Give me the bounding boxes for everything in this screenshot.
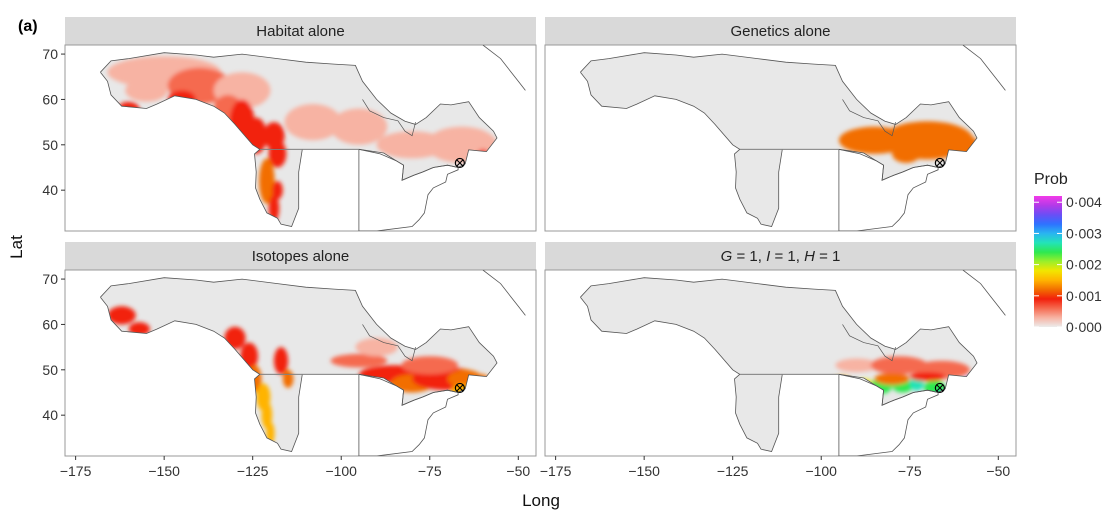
facet-title-part: = 1, [770, 248, 804, 265]
facet-title: G = 1, I = 1, H = 1 [721, 248, 841, 265]
legend-tick-label: 0·002 [1066, 257, 1102, 273]
probability-cell [284, 103, 342, 141]
facet-panel: G = 1, I = 1, H = 1 [544, 242, 1017, 457]
facet-title-part: Isotopes alone [252, 248, 350, 265]
coastline [254, 148, 303, 227]
legend: Prob 0·004 0·003 0·002 0·001 0·000 [1034, 171, 1102, 335]
coastline [734, 148, 783, 227]
x-tick-label: −75 [418, 463, 442, 479]
coastline [580, 277, 978, 406]
probability-cell [259, 158, 275, 204]
coastline [358, 373, 459, 456]
probability-cell [272, 181, 283, 200]
facet-title: Habitat alone [256, 23, 344, 40]
x-tick-label: −50 [986, 463, 1010, 479]
x-axis-title: Long [522, 491, 560, 510]
facet-panel: Genetics alone [544, 17, 1017, 232]
probability-cell [273, 347, 289, 375]
probability-surface [107, 56, 498, 222]
sample-location-marker [934, 157, 945, 169]
legend-tick-label: 0·000 [1066, 319, 1102, 335]
probability-cell [909, 372, 946, 382]
facet-panel: Isotopes alone [64, 242, 537, 457]
facet-strip [545, 17, 1016, 45]
range-area [734, 374, 783, 452]
coastline [362, 99, 416, 137]
x-tick-label: −175 [60, 463, 92, 479]
coastline [734, 373, 783, 452]
x-tick-label: −100 [805, 463, 837, 479]
facet-title: Genetics alone [730, 23, 830, 40]
x-tick-label: −150 [148, 463, 180, 479]
facet-title-part: I [766, 248, 770, 265]
coastline [100, 52, 498, 181]
coastline [100, 277, 498, 406]
range-area [580, 277, 977, 406]
probability-cell [835, 358, 878, 373]
sample-location-marker [934, 382, 945, 394]
probability-cell [268, 140, 287, 168]
probability-cell [282, 369, 294, 388]
x-tick-label: −125 [237, 463, 269, 479]
y-tick-label: 50 [42, 137, 58, 153]
legend-title: Prob [1034, 171, 1068, 188]
legend-tick-label: 0·004 [1066, 194, 1102, 210]
range-area [734, 149, 783, 227]
y-tick-label: 60 [42, 91, 58, 107]
probability-cell [355, 338, 398, 357]
sample-location-marker [454, 157, 465, 169]
y-tick-label: 50 [42, 362, 58, 378]
sample-location-marker [454, 382, 465, 394]
probability-cell [892, 144, 921, 163]
coastline [482, 270, 526, 316]
legend-tick-label: 0·003 [1066, 225, 1102, 241]
coastline [362, 324, 416, 362]
facet-title-part: = 1 [815, 248, 840, 265]
facet-title-part: Genetics alone [730, 23, 830, 40]
probability-cell [401, 356, 459, 375]
facet-title: Isotopes alone [252, 248, 350, 265]
probability-cell [874, 372, 910, 385]
y-tick-label: 40 [42, 182, 58, 198]
x-tick-label: −50 [506, 463, 530, 479]
coastline [842, 324, 896, 362]
facet-title-part: = 1, [732, 248, 766, 265]
coastline [254, 373, 303, 452]
coastline [842, 99, 896, 137]
coastline [962, 270, 1006, 316]
facet-strip [545, 242, 1016, 270]
legend-tick-label: 0·001 [1066, 288, 1102, 304]
legend-color-bar [1034, 196, 1062, 327]
facet-title-part: Habitat alone [256, 23, 344, 40]
y-tick-label: 60 [42, 316, 58, 332]
coastline [838, 148, 939, 231]
probability-cell [330, 108, 388, 145]
facet-title-part: H [804, 248, 815, 265]
panel-tag: (a) [18, 18, 38, 35]
coastline [482, 45, 526, 91]
probability-cell [107, 306, 136, 325]
facet-panel: Habitat alone [64, 17, 537, 232]
facet-strip [65, 17, 536, 45]
probability-cell [125, 79, 168, 102]
x-tick-label: −125 [717, 463, 749, 479]
y-tick-label: 70 [42, 46, 58, 62]
y-axis-title: Lat [7, 235, 26, 259]
x-tick-label: −75 [898, 463, 922, 479]
coastline [838, 373, 939, 456]
coastline [358, 148, 459, 231]
y-tick-label: 70 [42, 271, 58, 287]
x-tick-label: −150 [628, 463, 660, 479]
x-tick-label: −100 [325, 463, 357, 479]
x-tick-label: −175 [540, 463, 572, 479]
coastline [962, 45, 1006, 91]
probability-cell [261, 401, 273, 429]
probability-cell [330, 353, 388, 368]
facet-title-part: G [721, 248, 733, 265]
coastline [580, 52, 978, 181]
y-tick-label: 40 [42, 407, 58, 423]
facet-strip [65, 242, 536, 270]
